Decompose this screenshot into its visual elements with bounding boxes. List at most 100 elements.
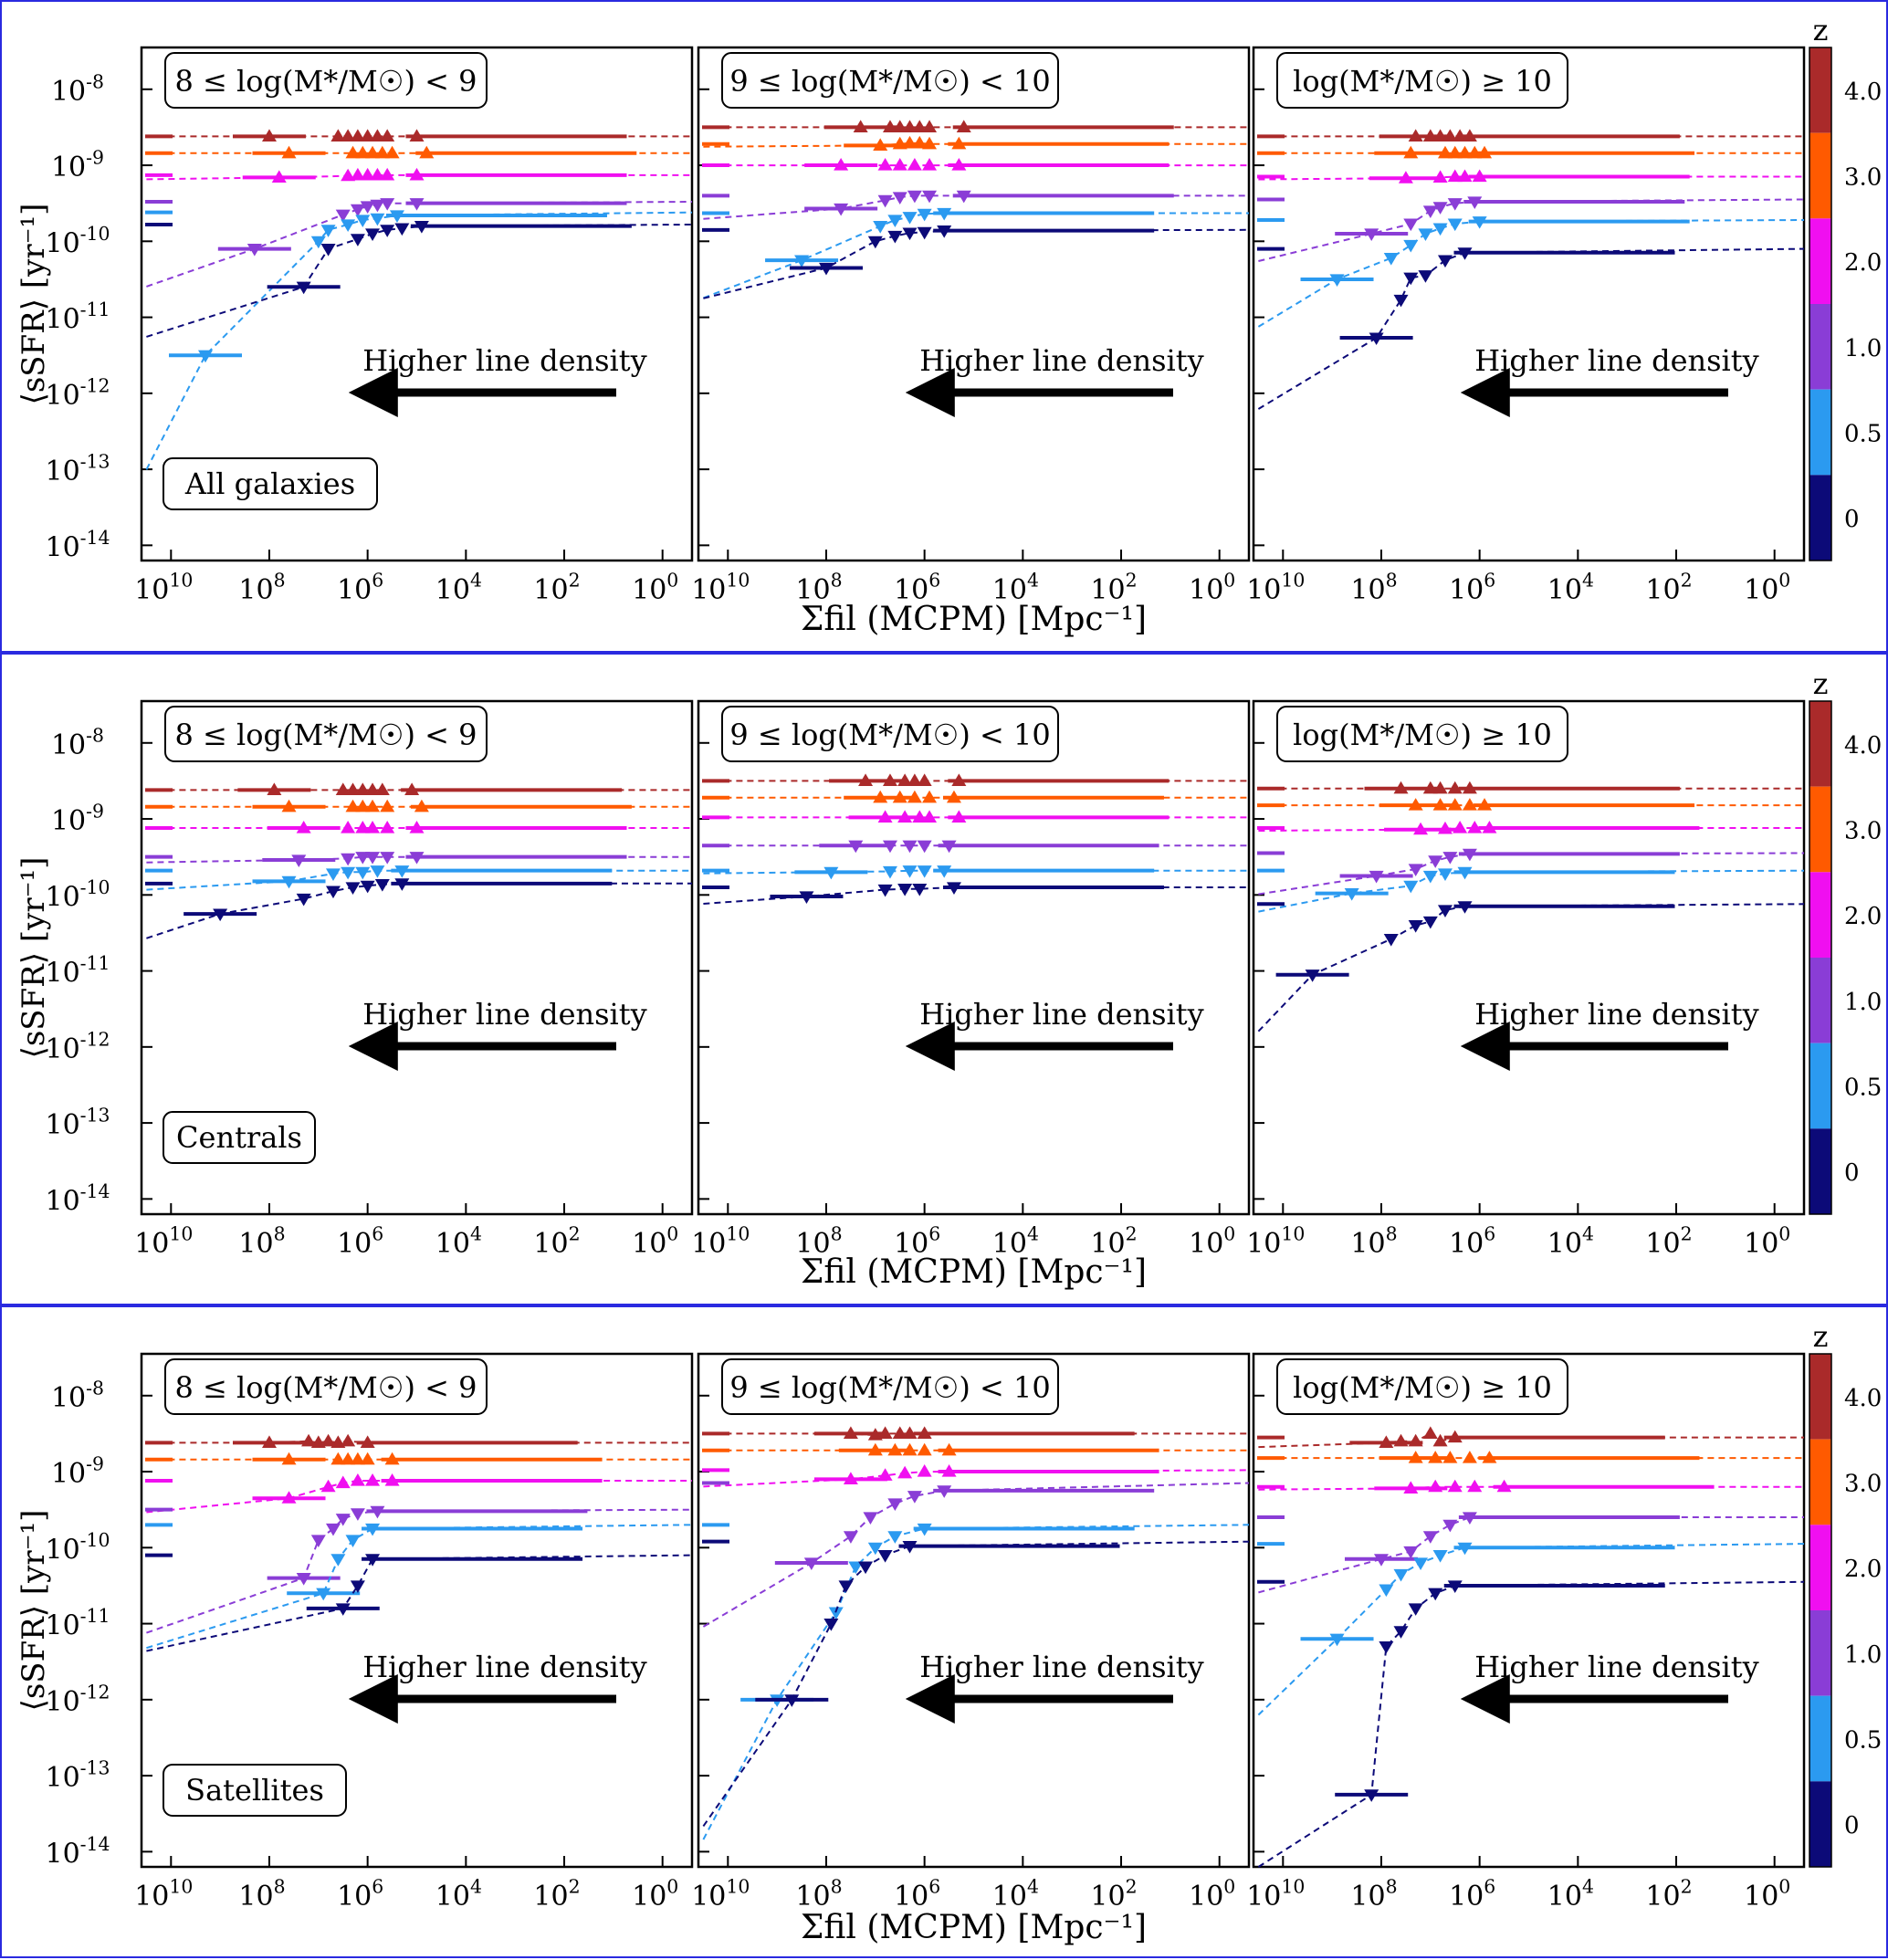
panel-1-1: 1010 108 106 104 102 100 9 ≤ log(M*/M☉) < 10 Hi…	[691, 699, 1251, 1261]
data-point	[1457, 169, 1473, 183]
colorbar: z 4.0 3.0 2.0 1.0 0.5 0	[1809, 666, 1882, 1215]
x-tick-label: 108	[795, 570, 842, 607]
series-z-1.0	[1257, 196, 1805, 262]
x-tick-label: 104	[992, 570, 1039, 607]
data-point	[1403, 1546, 1419, 1559]
data-point	[917, 865, 932, 878]
series-z-1.0	[145, 198, 693, 288]
data-point	[867, 1442, 883, 1456]
data-point	[912, 810, 928, 823]
data-point	[335, 782, 351, 796]
data-point	[1408, 129, 1423, 142]
data-point	[1408, 1433, 1423, 1447]
data-point	[1432, 1550, 1448, 1563]
data-point	[350, 1452, 365, 1465]
series-z-3.0	[145, 1452, 692, 1465]
data-point	[902, 1541, 918, 1554]
data-point	[951, 810, 967, 823]
colorbar-segment	[1809, 872, 1831, 958]
data-point	[296, 281, 311, 295]
mass-bin-label: 9 ≤ log(M*/M☉) < 10	[729, 1370, 1050, 1405]
data-point	[917, 1523, 932, 1536]
x-tick-label: 1010	[134, 1876, 193, 1913]
data-point	[823, 866, 839, 880]
data-point	[887, 1442, 903, 1456]
data-point	[325, 868, 341, 881]
data-point	[1393, 781, 1409, 794]
data-point	[1477, 798, 1493, 811]
data-point	[873, 138, 888, 152]
data-point	[1447, 1430, 1463, 1443]
y-tick-label: 10-14	[45, 527, 110, 564]
colorbar-segment	[1809, 218, 1831, 304]
x-tick-label: 106	[894, 570, 940, 607]
series-z-2.0	[145, 167, 692, 183]
data-point	[296, 893, 311, 907]
mass-bin-box	[721, 52, 1059, 109]
x-tick-label: 102	[1090, 1223, 1137, 1261]
arrow-label: Higher line density	[362, 997, 646, 1032]
data-point	[320, 1479, 336, 1493]
data-point	[355, 145, 371, 159]
data-point	[341, 168, 356, 182]
x-tick-label: 104	[1547, 1876, 1594, 1913]
data-point	[380, 821, 395, 833]
data-point	[823, 1618, 839, 1631]
data-point	[907, 158, 922, 171]
fit-line	[703, 228, 1250, 299]
data-point	[1462, 798, 1477, 811]
data-point	[877, 1468, 893, 1481]
panel-1-0: 1010 108 106 104 102 100 10-8 10-9 10-10 10-11 10-…	[45, 699, 694, 1261]
data-point	[360, 129, 375, 142]
data-point	[345, 882, 361, 895]
data-point	[1447, 218, 1463, 232]
data-point	[1393, 1626, 1409, 1639]
x-tick-label: 102	[533, 1223, 580, 1261]
x-tick-label: 1010	[1246, 570, 1305, 607]
x-tick-label: 1010	[691, 1223, 750, 1261]
data-point	[1496, 1479, 1512, 1493]
x-tick-label: 1010	[1246, 1223, 1305, 1261]
data-point	[1403, 1481, 1419, 1494]
data-point	[310, 236, 326, 249]
data-point	[1364, 1789, 1379, 1802]
data-point	[843, 1531, 858, 1544]
data-point	[360, 1452, 375, 1465]
y-axis-label: ⟨sSFR⟩ [yr⁻¹]	[16, 857, 52, 1059]
x-tick-label: 104	[992, 1223, 1039, 1261]
colorbar-tick-label: 4.0	[1844, 732, 1882, 760]
data-point	[360, 201, 375, 215]
data-point	[887, 215, 903, 227]
arrow-label: Higher line density	[362, 1650, 646, 1684]
x-tick-label: 106	[1449, 570, 1495, 607]
mass-bin-label: 8 ≤ log(M*/M☉) < 9	[175, 718, 477, 752]
data-point	[350, 129, 365, 142]
y-tick-label: 10-12	[45, 1028, 110, 1065]
y-tick-label: 10-11	[45, 952, 110, 990]
data-point	[794, 255, 810, 268]
data-point	[902, 1442, 918, 1456]
data-point	[877, 194, 893, 208]
data-point	[1403, 218, 1419, 232]
data-point	[350, 167, 365, 181]
y-tick-label: 10-12	[45, 374, 110, 412]
y-tick-label: 10-11	[45, 299, 110, 336]
data-point	[843, 1472, 858, 1484]
data-point	[902, 120, 918, 133]
data-point	[1422, 870, 1438, 884]
series-z-0.5	[702, 865, 1249, 880]
data-point	[213, 908, 228, 922]
data-point	[1437, 905, 1453, 917]
data-point	[1408, 1603, 1423, 1616]
data-point	[877, 810, 893, 823]
panel-1-2: 1010 108 106 104 102 100 log(M*/M☉) ≥ 10 Higher…	[1246, 699, 1806, 1261]
panel-2-0: 1010 108 106 104 102 100 10-8 10-9 10-10 10-11 10-…	[45, 1352, 694, 1913]
colorbar: z 4.0 3.0 2.0 1.0 0.5 0	[1809, 1319, 1882, 1868]
data-point	[1393, 1433, 1409, 1447]
data-point	[384, 1473, 400, 1486]
x-axis-label: Σfil (MCPM) [Mpc⁻¹]	[801, 1909, 1147, 1946]
data-point	[409, 167, 425, 181]
data-point	[1422, 205, 1438, 219]
x-tick-label: 1010	[691, 570, 750, 607]
